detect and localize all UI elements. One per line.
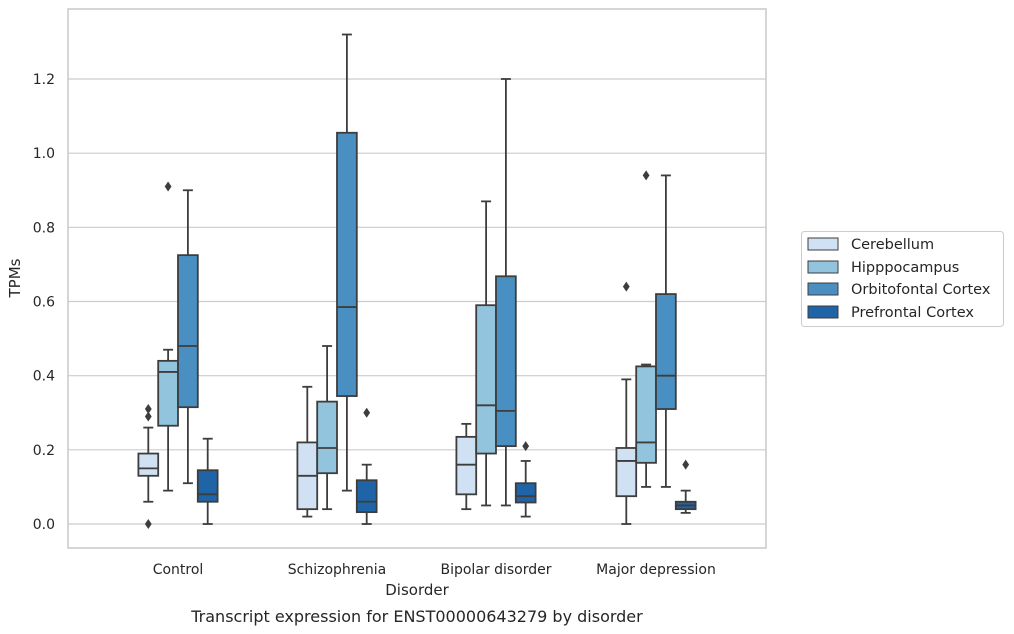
box-iqr <box>355 479 378 514</box>
y-axis-label: TPMs <box>6 258 24 298</box>
box-iqr <box>475 304 497 455</box>
legend-swatch <box>807 305 839 319</box>
chart-caption: Transcript expression for ENST0000064327… <box>190 607 643 626</box>
box-orbitofontal-cortex <box>495 78 517 507</box>
outlier-point <box>682 459 690 470</box>
box-cerebellum <box>137 404 160 529</box>
box-iqr <box>495 275 517 448</box>
outlier-point <box>642 170 650 181</box>
box-hipppocampus <box>157 181 179 492</box>
legend-label: Hipppocampus <box>851 260 959 276</box>
legend-frame <box>801 231 1004 327</box>
y-tick-label: 0.4 <box>33 369 55 385</box>
legend-label: Cerebellum <box>851 237 934 253</box>
plot-frame <box>67 8 767 549</box>
y-tick-labels: 0.0 0.2 0.4 0.6 0.8 1.0 1.2 <box>33 72 55 533</box>
legend-swatch <box>807 237 839 251</box>
legend-label: Prefrontal Cortex <box>851 305 974 321</box>
outlier-point <box>622 281 630 292</box>
outlier-point <box>164 181 172 192</box>
box-iqr <box>177 254 199 409</box>
box-orbitofontal-cortex <box>336 33 358 492</box>
box-prefrontal-cortex <box>196 437 219 525</box>
box-cerebellum <box>615 281 638 525</box>
box-prefrontal-cortex <box>674 459 697 514</box>
outlier-point <box>144 411 152 422</box>
y-tick-label: 0.0 <box>33 517 55 533</box>
box-hipppocampus <box>635 170 657 488</box>
x-tick-label: Major depression <box>596 562 716 578</box>
legend-items: Cerebellum Hipppocampus Orbitofontal Corte… <box>807 237 991 321</box>
box-prefrontal-cortex <box>514 441 537 518</box>
outlier-point <box>522 441 530 452</box>
box-iqr <box>157 359 179 427</box>
box-iqr <box>655 293 677 410</box>
y-tick-label: 1.0 <box>33 146 55 162</box>
box-hipppocampus <box>316 345 338 511</box>
box-iqr <box>137 452 160 477</box>
box-iqr <box>316 400 338 475</box>
y-tick-label: 0.2 <box>33 443 55 459</box>
x-tick-label: Control <box>153 562 204 578</box>
y-tick-label: 1.2 <box>33 72 55 88</box>
box-iqr <box>336 131 358 397</box>
box-orbitofontal-cortex <box>655 174 677 488</box>
box-iqr <box>615 447 638 498</box>
box-plots <box>137 33 697 529</box>
x-axis-label: Disorder <box>385 581 449 599</box>
box-iqr <box>635 365 657 464</box>
outlier-point <box>144 519 152 529</box>
legend-swatch <box>807 260 839 274</box>
x-tick-labels: Control Schizophrenia Bipolar disorder Majo… <box>153 562 716 578</box>
box-prefrontal-cortex <box>355 407 378 525</box>
box-iqr <box>455 435 478 496</box>
y-tick-label: 0.6 <box>33 295 55 311</box>
box-hipppocampus <box>475 200 497 507</box>
legend-swatch <box>807 282 839 296</box>
box-cerebellum <box>455 422 478 511</box>
box-iqr <box>196 469 219 503</box>
legend-label: Orbitofontal Cortex <box>851 282 991 298</box>
box-iqr <box>514 482 537 504</box>
y-tick-label: 0.8 <box>33 220 55 236</box>
legend: Cerebellum Hipppocampus Orbitofontal Corte… <box>801 231 1004 327</box>
box-cerebellum <box>296 385 319 518</box>
x-tick-label: Bipolar disorder <box>440 562 551 578</box>
outlier-point <box>144 404 152 415</box>
box-orbitofontal-cortex <box>177 189 199 485</box>
x-tick-label: Schizophrenia <box>288 562 386 578</box>
outlier-point <box>363 407 371 418</box>
